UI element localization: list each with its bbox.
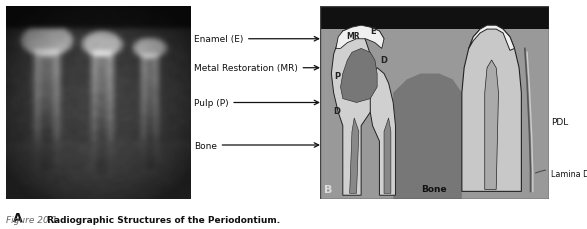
Text: Lamina Dura (LD): Lamina Dura (LD) — [535, 170, 587, 179]
Text: Bone: Bone — [194, 141, 319, 150]
Text: Enamel (E): Enamel (E) — [194, 35, 319, 44]
Text: D: D — [333, 106, 340, 115]
Polygon shape — [370, 68, 396, 195]
Polygon shape — [462, 26, 521, 191]
Text: A: A — [14, 211, 23, 224]
Text: Figure 20.1.: Figure 20.1. — [6, 215, 60, 224]
Polygon shape — [340, 49, 377, 103]
Bar — [320, 7, 549, 30]
Polygon shape — [485, 61, 498, 190]
Polygon shape — [332, 28, 375, 195]
Polygon shape — [384, 118, 391, 194]
Polygon shape — [350, 118, 359, 194]
Text: Metal Restoration (MR): Metal Restoration (MR) — [194, 64, 319, 73]
Bar — [320, 30, 549, 199]
Polygon shape — [469, 26, 514, 51]
Text: MR: MR — [346, 32, 360, 41]
Text: Radiographic Structures of the Periodontium.: Radiographic Structures of the Periodont… — [44, 215, 280, 224]
Text: Pulp (P): Pulp (P) — [194, 98, 319, 108]
Polygon shape — [336, 26, 384, 49]
Text: Bone: Bone — [421, 184, 447, 193]
Text: D: D — [380, 56, 387, 65]
Text: B: B — [325, 185, 333, 194]
Polygon shape — [393, 74, 462, 199]
Text: P: P — [334, 72, 340, 81]
Text: E: E — [370, 26, 375, 35]
Text: PDL: PDL — [551, 118, 568, 127]
Polygon shape — [338, 26, 384, 44]
